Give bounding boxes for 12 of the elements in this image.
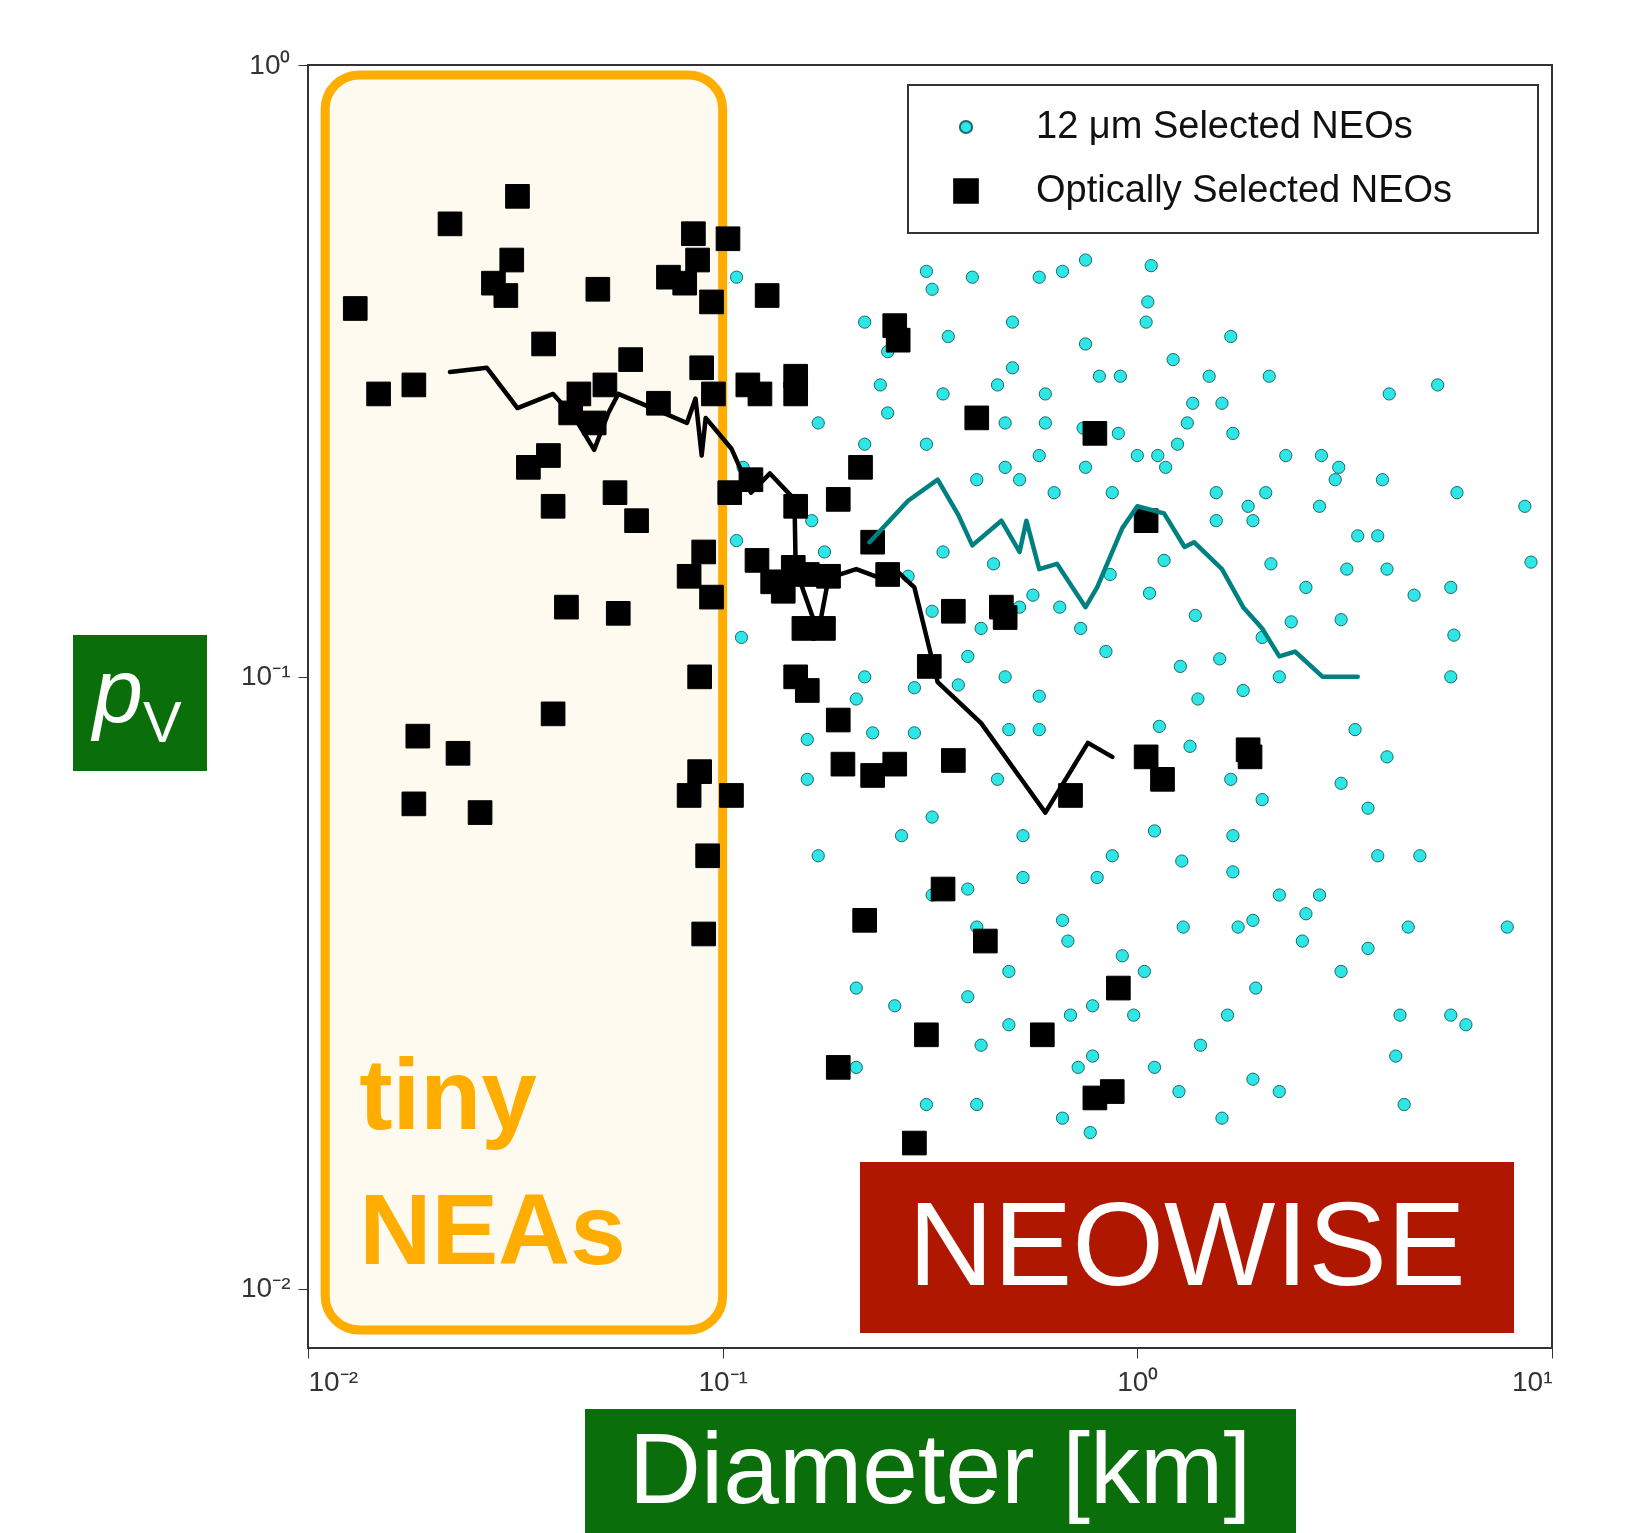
legend-label: 12 μm Selected NEOs — [1036, 104, 1413, 146]
annotation: NEOWISE — [908, 1178, 1466, 1310]
legend-label: Optically Selected NEOs — [1036, 168, 1453, 210]
x-tick-label: 10⁻¹ — [698, 1365, 748, 1397]
band-label: tiny NEAs — [359, 1038, 626, 1285]
y-tick-label: 10⁻² — [241, 1272, 291, 1304]
y-tick-label: 10⁻¹ — [241, 660, 291, 692]
x-tick-label: 10⁰ — [1117, 1365, 1159, 1397]
x-tick-label: 10¹ — [1512, 1365, 1553, 1397]
x-axis-title: Diameter [km] — [628, 1412, 1252, 1524]
x-tick-label: 10⁻² — [308, 1365, 358, 1397]
y-tick-label: 10⁰ — [249, 48, 291, 80]
